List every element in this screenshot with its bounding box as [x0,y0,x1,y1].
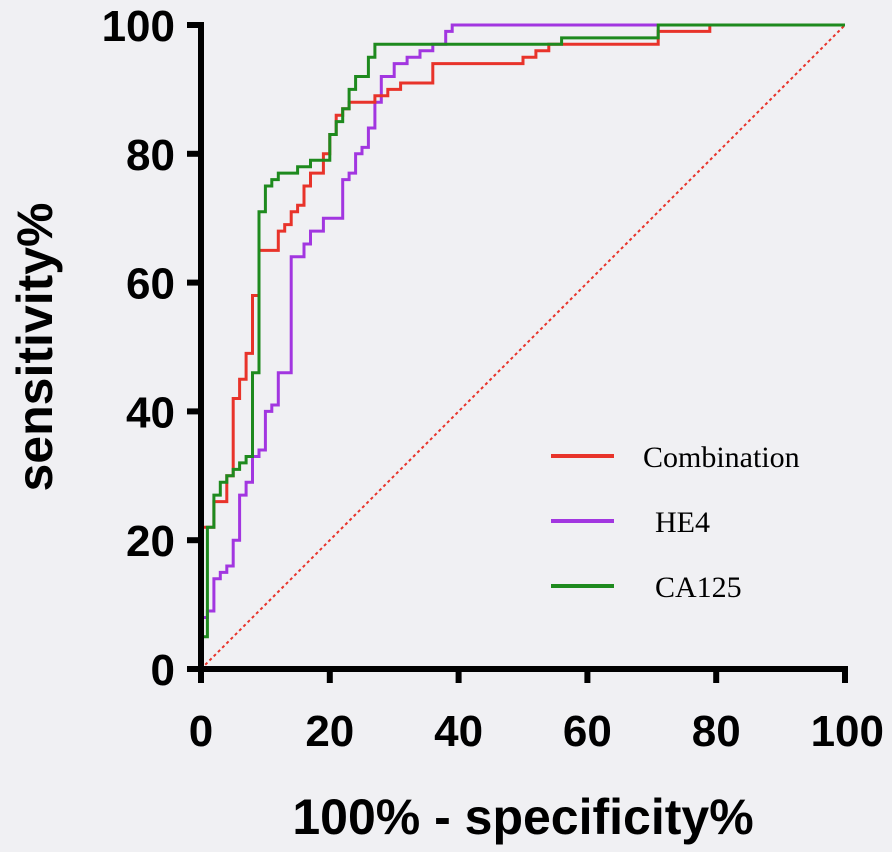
reference-diagonal-line [200,24,846,670]
y-tick-label: 60 [126,260,175,309]
y-tick-label: 80 [126,131,175,180]
axes [187,22,848,683]
reference-layer [200,24,846,670]
legend: Combination HE4 CA125 [551,441,800,604]
series-line-ca125 [199,23,845,669]
y-tick-label: 40 [126,388,175,437]
legend-label-he4: HE4 [655,506,710,539]
series-line-combination [199,23,845,669]
legend-label-combination: Combination [643,441,800,474]
y-tick-label: 100 [102,2,175,51]
y-axis-title: sensitivity% [7,202,63,491]
y-tick-label: 20 [126,517,175,566]
series-line-he4 [199,23,845,669]
x-tick-label: 0 [189,707,213,756]
y-ticks: 0 20 40 60 80 100 [102,2,175,695]
series-layer [199,23,845,669]
x-tick-label: 60 [563,707,612,756]
legend-label-ca125: CA125 [655,571,742,604]
x-tick-label: 80 [692,707,741,756]
x-tick-label: 40 [434,707,483,756]
x-tick-label: 100 [811,707,884,756]
x-axis-title: 100% - specificity% [292,789,753,845]
x-tick-label: 20 [305,707,354,756]
y-tick-label: 0 [151,646,175,695]
x-ticks: 0 20 40 60 80 100 [189,707,884,756]
